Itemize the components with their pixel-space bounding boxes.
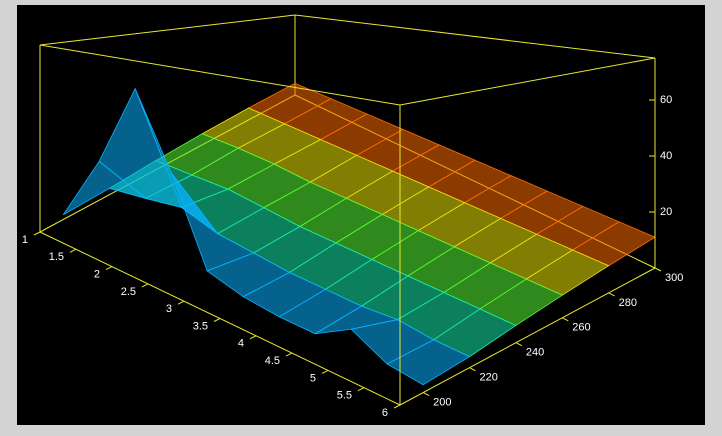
y-tick — [515, 342, 523, 347]
y-tick — [562, 317, 569, 322]
y-tick — [608, 292, 615, 297]
x-tick — [393, 404, 401, 409]
x-tick — [213, 318, 221, 322]
surface-cell — [98, 87, 183, 209]
x-tick — [105, 266, 113, 271]
x-tick-label: 3 — [166, 303, 172, 315]
box-edge — [39, 44, 401, 106]
box-edge — [399, 57, 656, 106]
x-tick — [69, 248, 77, 253]
surface-cell — [386, 339, 471, 386]
x-tick — [141, 283, 149, 288]
x-tick-label: 6 — [382, 407, 388, 419]
y-axis — [399, 267, 656, 406]
y-tick-label: 200 — [433, 396, 451, 408]
y-tick-label: 260 — [572, 322, 590, 334]
z-tick-label: 60 — [660, 94, 672, 106]
x-tick — [357, 387, 365, 392]
box-edge — [39, 14, 296, 46]
z-tick-label: 40 — [660, 150, 672, 162]
x-tick-label: 2.5 — [121, 286, 136, 298]
y-tick — [654, 267, 662, 272]
x-tick-label: 3.5 — [193, 320, 208, 332]
x-tick — [33, 231, 41, 236]
x-tick-label: 1.5 — [49, 251, 64, 263]
y-tick-label: 240 — [526, 347, 544, 359]
y-tick-label: 220 — [480, 372, 498, 384]
x-tick — [177, 300, 185, 305]
y-tick — [422, 392, 430, 396]
x-tick-label: 4 — [238, 338, 244, 350]
z-tick-label: 20 — [660, 206, 672, 218]
y-tick-label: 280 — [619, 297, 637, 309]
box-edge — [294, 14, 656, 59]
x-tick-label: 4.5 — [265, 355, 280, 367]
y-tick — [469, 367, 476, 372]
y-tick-label: 300 — [665, 272, 683, 284]
x-tick-label: 5 — [310, 372, 316, 384]
x-tick — [285, 352, 293, 357]
x-tick — [249, 335, 257, 340]
chart: 1 1.5 2 2.5 3 3.5 4 4.5 5 5.5 6 200 220 240 260 280 300 2… — [22, 14, 683, 419]
x-tick — [321, 369, 329, 374]
plot-panel: 1 1.5 2 2.5 3 3.5 4 4.5 5 5.5 6 200 220 240 260 280 300 2… — [17, 5, 705, 425]
x-tick-label: 2 — [94, 269, 100, 281]
x-tick-label: 5.5 — [337, 390, 352, 402]
x-tick-label: 1 — [22, 234, 28, 246]
